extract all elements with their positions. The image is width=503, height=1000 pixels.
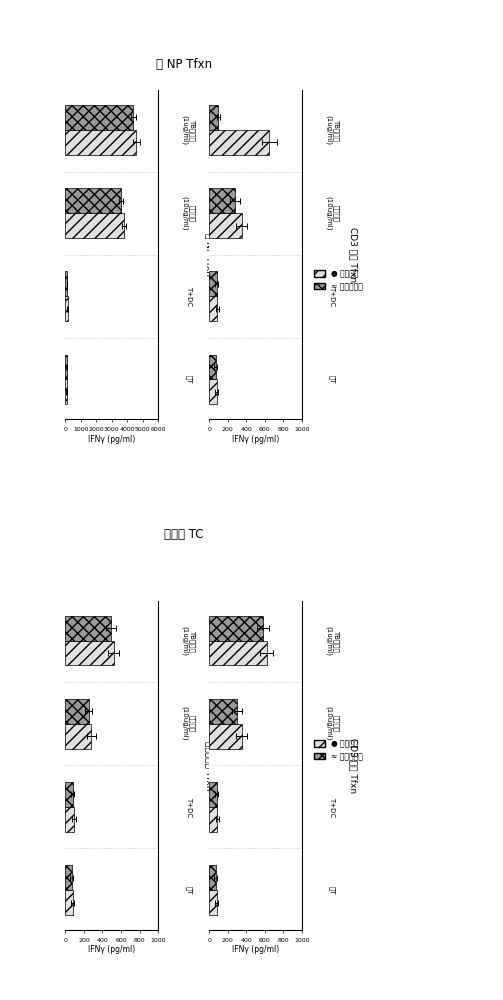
Bar [209,355,216,379]
Legend: ● 经刺激的, ≈ 未经刺激犄: ● 经刺激的, ≈ 未经刺激犄 [311,266,366,294]
Text: CD3 靶标 Tfxn: CD3 靶标 Tfxn [348,738,357,793]
Bar [209,865,216,890]
Legend: ● 经刺激的, ≈ 未经刺激犄: ● 经刺激的, ≈ 未经刺激犄 [311,736,366,764]
Bar [65,724,92,749]
Bar [209,782,216,807]
Bar [209,641,267,665]
X-axis label: IFNγ (pg/ml): IFNγ (pg/ml) [88,435,135,444]
Bar [65,105,133,130]
Text: 同种型靶标 Tfxn: 同种型靶标 Tfxn [205,741,214,790]
Bar [209,130,269,155]
X-axis label: IFNγ (pg/ml): IFNγ (pg/ml) [232,945,279,954]
Text: CD3 靶标 Tfxn: CD3 靶标 Tfxn [348,227,357,282]
Bar [65,379,66,404]
Bar [209,213,241,238]
Bar [65,355,66,379]
Bar [65,616,111,641]
Text: 未处理 TC: 未处理 TC [164,528,203,542]
Bar [65,296,68,321]
Text: 裸 NP Tfxn: 裸 NP Tfxn [155,58,212,72]
Bar [65,699,89,724]
Bar [209,379,216,404]
Bar [209,699,237,724]
Bar [65,271,67,296]
Bar [65,890,73,915]
Text: 裸 NP Tfxn: 裸 NP Tfxn [205,233,214,276]
Bar [209,296,217,321]
Bar [65,188,121,213]
Bar [65,641,114,665]
X-axis label: IFNγ (pg/ml): IFNγ (pg/ml) [232,435,279,444]
X-axis label: IFNγ (pg/ml): IFNγ (pg/ml) [88,945,135,954]
Bar [65,130,136,155]
Bar [209,188,235,213]
Bar [65,807,74,832]
Bar [65,213,124,238]
Bar [65,782,73,807]
Bar [209,807,217,832]
Bar [209,724,241,749]
Bar [209,616,263,641]
Bar [209,105,218,130]
Bar [209,271,216,296]
Bar [209,890,216,915]
Bar [65,865,72,890]
